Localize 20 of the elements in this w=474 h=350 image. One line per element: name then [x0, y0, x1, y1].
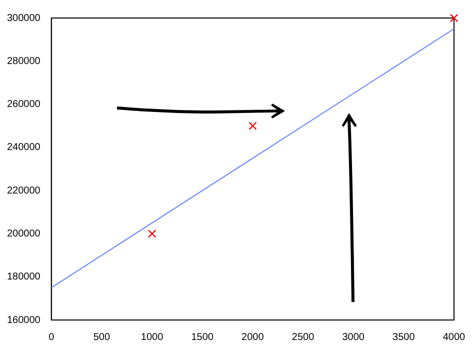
- x-tick-label: 3500: [392, 332, 416, 343]
- y-tick-label: 160000: [6, 314, 41, 326]
- y-tick-label: 180000: [6, 272, 41, 283]
- y-tick-label: 200000: [6, 228, 41, 240]
- x-tick-label: 1000: [140, 332, 164, 343]
- point: [450, 14, 458, 22]
- point: [248, 122, 257, 130]
- x-tick-label: 2500: [292, 332, 315, 343]
- x-tick-label: 1500: [191, 332, 214, 343]
- y-tick-label: 280000: [6, 56, 41, 67]
- y-tick-label: 260000: [6, 99, 41, 110]
- x-tick-label: 500: [93, 332, 110, 343]
- y-tick-label: 240000: [6, 142, 41, 154]
- x-tick-label: 0: [48, 332, 55, 343]
- y-tick-label: 300000: [6, 12, 41, 24]
- x-tick-label: 4000: [442, 332, 466, 343]
- x-tick-label: 3000: [342, 332, 365, 343]
- y-tick-label: 220000: [6, 185, 41, 196]
- point: [148, 230, 156, 238]
- x-tick-label: 2000: [242, 332, 264, 343]
